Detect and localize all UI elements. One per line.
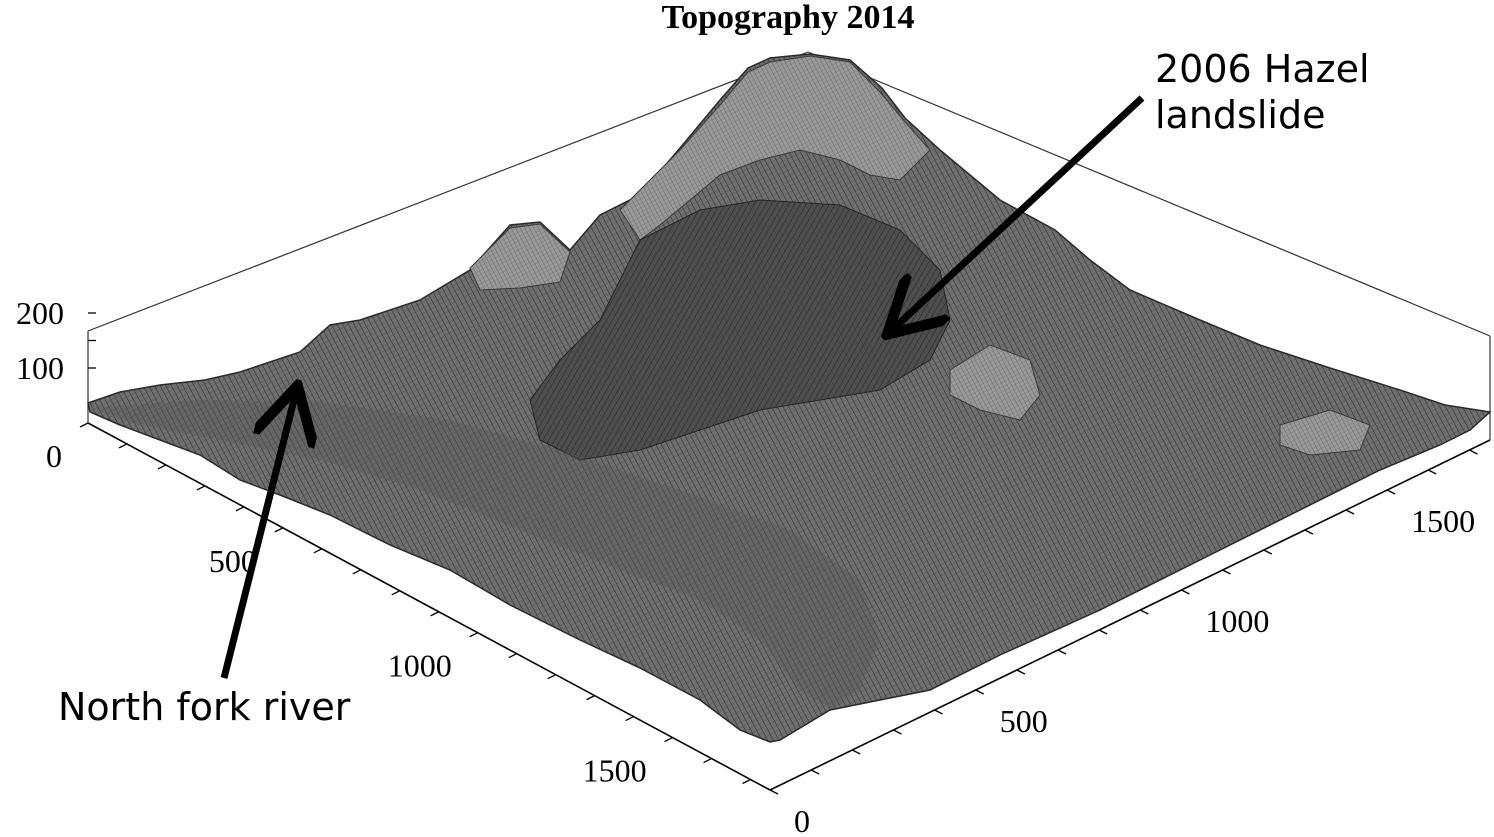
y-axis-tick (1222, 569, 1231, 575)
x-axis-tick (625, 716, 634, 722)
y-axis-tick (810, 769, 820, 775)
x-axis-tick (586, 695, 595, 701)
x-axis-tick (118, 443, 128, 449)
annotation-river: North fork river (58, 685, 351, 729)
terrain-peak (619, 55, 931, 241)
y-tick-label: 0 (794, 803, 810, 837)
z-tick-label: 100 (16, 350, 64, 386)
x-axis-tick (274, 527, 284, 533)
x-axis-line (87, 422, 771, 791)
annotations: 2006 Hazel landslide North fork river (58, 47, 1370, 729)
y-axis-tick (893, 729, 902, 735)
x-axis-tick (79, 422, 89, 428)
x-axis-tick (430, 611, 440, 617)
axes (79, 312, 1491, 795)
y-tick-label: 500 (1000, 703, 1048, 739)
y-axis-tick (1016, 669, 1026, 675)
axes-box-back (87, 51, 1491, 440)
terrain-surface (87, 53, 1492, 743)
y-axis-tick (1345, 509, 1355, 515)
chart-title: Topography 2014 (662, 0, 915, 36)
y-axis-tick (1427, 469, 1437, 475)
y-axis-tick (975, 689, 985, 695)
x-axis-tick (157, 464, 167, 470)
x-axis-tick (391, 590, 401, 596)
terrain-ridge (469, 223, 571, 291)
terrain-river-valley (90, 400, 880, 708)
annotation-river-arrow (220, 392, 296, 679)
annotation-landslide: 2006 Hazel landslide (1155, 47, 1370, 137)
y-axis-tick (851, 749, 861, 755)
annotation-landslide-line: landslide (1155, 93, 1325, 137)
x-axis-tick (469, 632, 479, 638)
y-axis-tick (1263, 549, 1273, 555)
terrain-mound (1279, 409, 1371, 456)
annotation-landslide-arrow (892, 95, 1145, 330)
x-tick-label: 1500 (583, 753, 647, 789)
z-tick-label: 200 (16, 295, 64, 331)
y-tick-label: 1000 (1205, 603, 1269, 639)
x-tick-label: 0 (46, 438, 62, 474)
x-axis-tick (313, 548, 323, 554)
y-axis-tick (769, 789, 779, 795)
x-axis-tick (703, 757, 712, 764)
y-axis-tick (1386, 489, 1396, 495)
terrain-landslide-zone (529, 199, 951, 461)
y-axis-tick (1139, 609, 1149, 615)
x-axis-tick (196, 485, 206, 491)
x-axis-tick (547, 674, 556, 680)
x-axis-tick (235, 506, 245, 512)
y-axis-tick (1469, 449, 1478, 455)
y-axis-line (769, 439, 1491, 791)
x-axis-tick (352, 569, 362, 575)
y-tick-label: 1500 (1411, 503, 1475, 539)
box-edge (807, 51, 1491, 337)
x-axis-tick (742, 778, 751, 785)
y-axis-tick (1181, 589, 1190, 595)
x-axis-tick (508, 653, 517, 659)
y-axis-tick (1098, 629, 1108, 635)
y-axis-tick (1304, 529, 1314, 535)
x-tick-label: 1000 (388, 648, 452, 684)
y-axis-tick (1057, 649, 1067, 655)
x-axis-tick (664, 736, 673, 743)
terrain-mound (949, 344, 1041, 421)
y-axis-tick (934, 709, 943, 715)
box-edge (87, 51, 809, 332)
annotation-landslide-line: 2006 Hazel (1155, 47, 1370, 91)
